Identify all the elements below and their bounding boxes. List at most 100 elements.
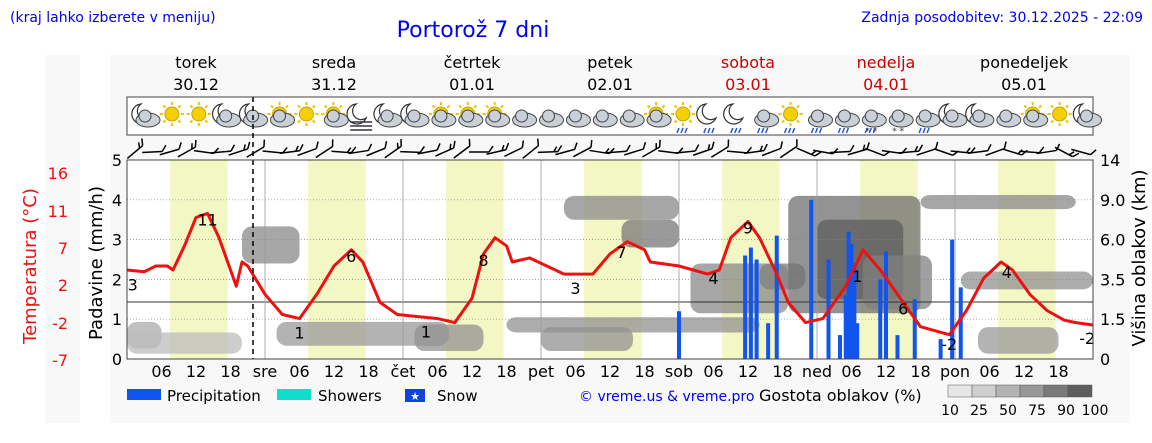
cloud-scale-swatch [947, 384, 973, 398]
hour-tick: 06 [841, 362, 861, 381]
temperature-tick: 11 [48, 202, 68, 221]
wind-barb [315, 139, 334, 159]
day-date: 31.12 [311, 75, 357, 94]
wind-barb [641, 139, 661, 158]
cloud-icon [996, 109, 1022, 128]
cloud-icon [592, 109, 618, 128]
wind-barb [228, 141, 251, 156]
region-hint[interactable]: (kraj lahko izberete v meniju) [10, 10, 216, 26]
day-short-label: sre [253, 362, 277, 381]
hour-tick: 18 [772, 362, 792, 381]
precipitation-tick: 4 [112, 191, 122, 210]
cloud-snow-rain-icon: * * [861, 109, 887, 137]
wind-barb [469, 145, 494, 153]
moon-cloud-icon [238, 103, 269, 128]
wind-barb [417, 143, 441, 155]
sun-icon [294, 102, 319, 126]
precipitation-bar [766, 323, 771, 359]
wind-barb [366, 141, 388, 157]
svg-text:* *: * * [865, 127, 877, 137]
cloud-height-tick: 14 [1100, 151, 1120, 170]
wind-barb [1019, 146, 1045, 154]
wind-barb [1054, 146, 1080, 158]
sun-icon [186, 102, 211, 126]
sun-cloud-icon [455, 102, 484, 128]
cloud-icon [539, 109, 564, 128]
moon-fog-icon [346, 103, 373, 131]
sun-icon [159, 102, 184, 126]
moon-rain-icon [723, 103, 745, 134]
day-date: 05.01 [1001, 75, 1047, 94]
hour-tick: 18 [358, 362, 378, 381]
cloud-icon [619, 109, 645, 128]
day-short-label: sob [665, 362, 693, 381]
grid-lines [127, 160, 1093, 359]
day-name: torek [175, 53, 217, 72]
temperature-label: 6 [898, 299, 908, 318]
wind-barb [967, 144, 992, 154]
cloud-blob [242, 226, 300, 264]
legend-precipitation-swatch [127, 389, 161, 400]
wind-barb [847, 142, 870, 156]
cloud-blob [541, 327, 633, 352]
hour-tick: 12 [186, 362, 206, 381]
wind-barb [624, 141, 647, 156]
day-name: ponedeljek [980, 53, 1069, 72]
hour-tick: 06 [289, 362, 309, 381]
precipitation-bar [878, 279, 883, 359]
wind-barb [985, 141, 1007, 157]
moon-rain-icon [696, 103, 718, 134]
precipitation-bar [838, 335, 842, 359]
cloud-height-tick: 6.0 [1100, 231, 1125, 250]
cloud-height-tick: 0 [1100, 350, 1110, 369]
precipitation-axis: 0 1 2 3 4 5 [112, 151, 122, 369]
cloud-blob [276, 321, 449, 346]
precipitation-bar [774, 235, 779, 359]
precipitation-bar [852, 263, 857, 359]
cloud-snow-icon: * * [888, 109, 914, 137]
temperature-axis: 16 11 7 2 -2 -7 [48, 164, 68, 370]
time-axis: 06 12 18 sre 06 12 18 čet 06 12 18 pet 06 12 18 sob 06 12… [151, 362, 1068, 381]
cloud-rain-icon [834, 109, 860, 134]
legend-showers-label: Showers [318, 387, 382, 405]
precipitation-tick: 0 [112, 350, 122, 369]
cloud-scale-label: 100 [1082, 403, 1109, 419]
hour-tick: 18 [910, 362, 930, 381]
cloud-scale-swatch [1043, 384, 1069, 398]
precipitation-bar [950, 239, 955, 359]
temperature-label: 7 [616, 243, 626, 262]
sun-cloud-icon [428, 102, 457, 128]
credit-link[interactable]: © vreme.us & vreme.pro [579, 389, 754, 405]
legend-snow-label: Snow [437, 387, 477, 405]
moon-cloud-icon [131, 103, 161, 128]
temperature-axis-title: Temperatura (°C) [20, 188, 41, 345]
hour-tick: 06 [565, 362, 585, 381]
wind-barb [453, 138, 471, 159]
wind-barb [246, 139, 266, 158]
hour-tick: 18 [496, 362, 516, 381]
precipitation-tick: 3 [112, 231, 122, 250]
wind-barb [486, 142, 510, 155]
sun-cloud-icon [482, 102, 511, 128]
wind-barb [675, 144, 700, 154]
temperature-label: 1 [294, 324, 304, 343]
precipitation-bar [895, 335, 900, 359]
day-headers: torek 30.12 sreda 31.12 četrtek 01.01 petek 02.… [173, 53, 1069, 94]
wind-barb [898, 144, 924, 154]
sun-cloud-icon [267, 102, 295, 128]
precipitation-bar [846, 231, 851, 359]
last-update: Zadnja posodobitev: 30.12.2025 - 22:09 [861, 10, 1143, 26]
wind-barb [142, 144, 167, 154]
temperature-label: -2 [1079, 329, 1095, 348]
temperature-tick: 16 [48, 164, 68, 183]
cloud-scale-label: 10 [941, 403, 959, 419]
legend: Precipitation Showers ★ Snow © vreme.us … [127, 384, 1109, 419]
sun-rain-icon [671, 102, 695, 134]
moon-cloud-icon [400, 103, 430, 128]
hour-tick: 12 [876, 362, 896, 381]
cloud-scale-label: 75 [1028, 403, 1046, 419]
hour-tick: 06 [427, 362, 447, 381]
cloud-blob [564, 195, 679, 220]
plot-frame [126, 159, 1094, 360]
cloud-rain-icon [808, 109, 833, 134]
